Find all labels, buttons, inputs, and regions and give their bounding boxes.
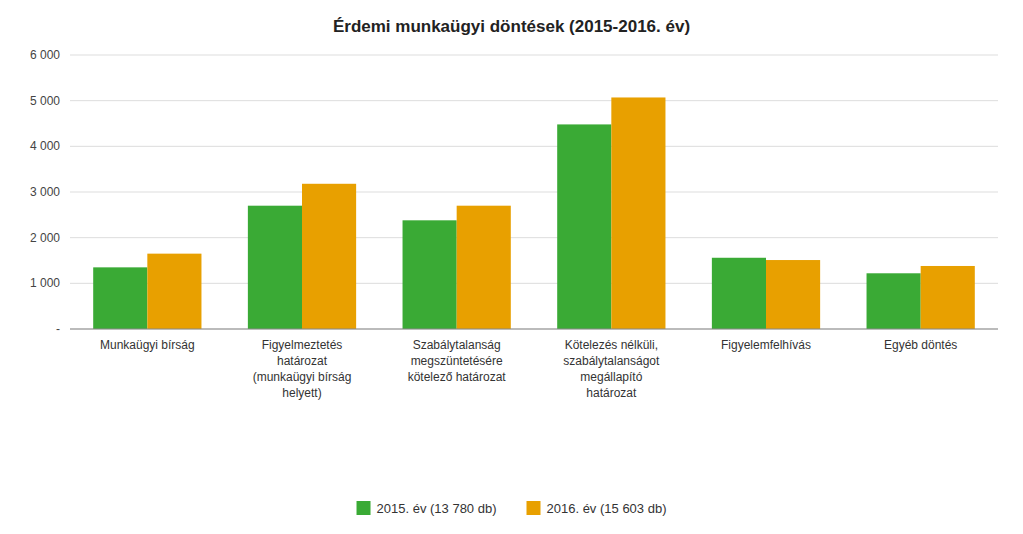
y-tick-label: 4 000 [30,139,60,153]
grid-line [70,146,998,147]
bar [867,273,921,329]
grid-line [70,55,998,56]
y-tick-label: - [56,322,60,336]
y-tick-label: 6 000 [30,48,60,62]
x-tick-label: Figyelmeztetéshatározat(munkaügyi bírság… [253,338,352,400]
bars [93,97,975,329]
bar [403,220,457,329]
grid-line [70,192,998,193]
x-tick-label: Szabálytalanságmegszüntetésérekötelező h… [408,338,507,384]
x-tick-label: Kötelezés nélküli,szabálytalanságotmegál… [563,338,660,400]
bar [611,97,665,329]
y-axis: - 1 000 2 000 3 000 4 000 5 000 6 000 [30,48,998,336]
y-tick-label: 5 000 [30,94,60,108]
bar [302,184,356,329]
chart-container: Érdemi munkaügyi döntések (2015-2016. év… [0,0,1023,534]
x-tick-label: Munkaügyi bírság [100,338,195,352]
bar [766,260,820,329]
bar [457,206,511,329]
bar [248,206,302,329]
chart-svg: Érdemi munkaügyi döntések (2015-2016. év… [0,0,1023,534]
grid-line [70,329,998,330]
grid-line [70,100,998,101]
title: Érdemi munkaügyi döntések (2015-2016. év… [333,17,690,36]
x-axis-line [70,329,998,330]
bar [147,254,201,329]
legend-label: 2016. év (15 603 db) [547,501,667,516]
x-axis: Munkaügyi bírság Figyelmeztetéshatározat(… [100,338,957,400]
bar [921,266,975,329]
y-tick-label: 2 000 [30,231,60,245]
x-tick-label: Figyelemfelhívás [721,338,811,352]
legend: 2015. év (13 780 db) 2016. év (15 603 db) [357,501,667,516]
y-tick-label: 1 000 [30,276,60,290]
x-tick-label: Egyéb döntés [884,338,957,352]
legend-swatch [527,501,541,515]
legend-item: 2016. év (15 603 db) [527,501,667,516]
bar [712,258,766,329]
y-tick-label: 3 000 [30,185,60,199]
grid-line [70,237,998,238]
grid-line [70,283,998,284]
legend-label: 2015. év (13 780 db) [377,501,497,516]
bar [557,124,611,329]
legend-item: 2015. év (13 780 db) [357,501,497,516]
bar [93,267,147,329]
legend-swatch [357,501,371,515]
